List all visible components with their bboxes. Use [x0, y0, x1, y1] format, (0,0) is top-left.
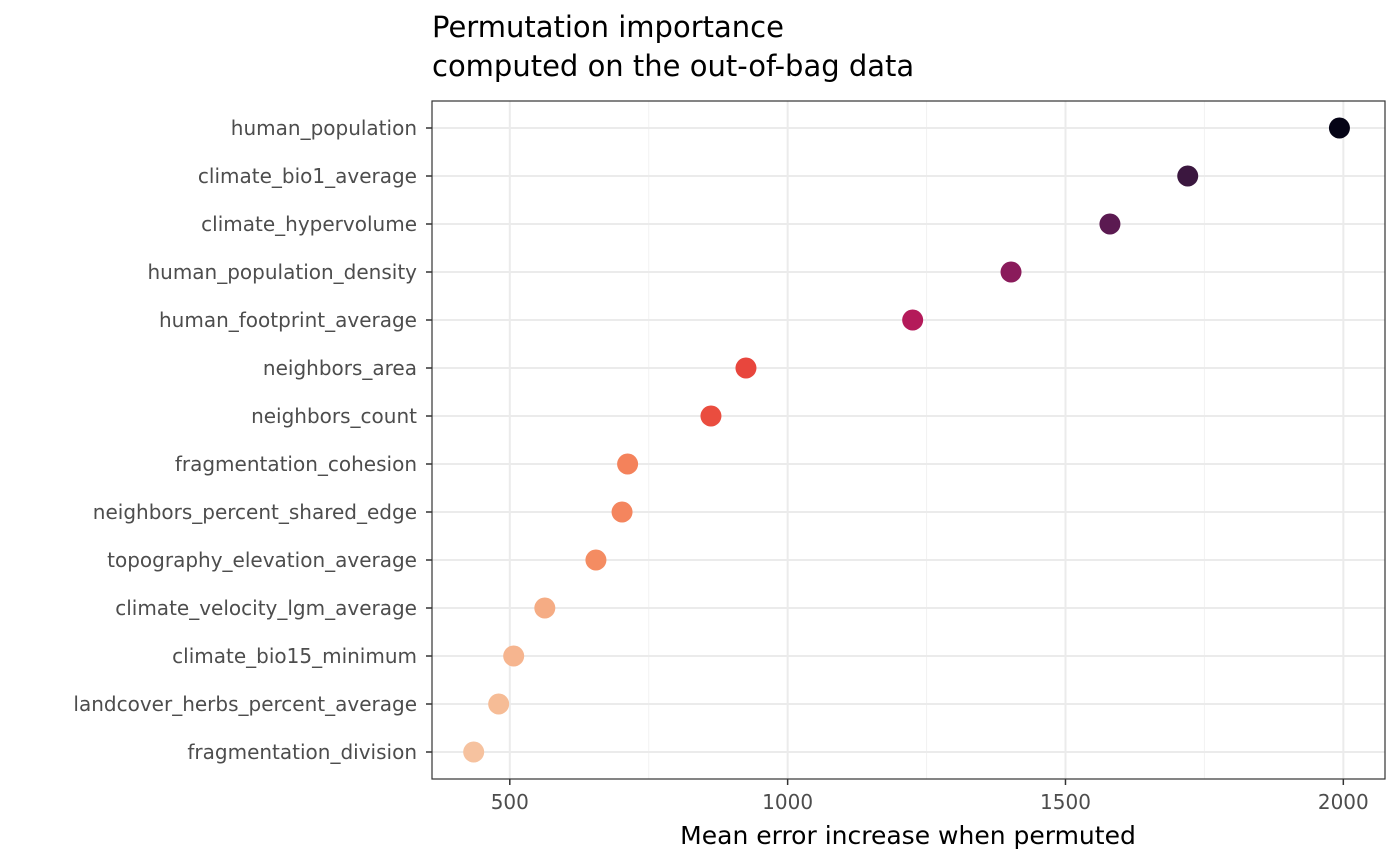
data-point [1099, 213, 1121, 235]
y-tick-label: climate_bio15_minimum [172, 644, 417, 668]
y-tick-label: fragmentation_cohesion [175, 452, 417, 476]
data-points [463, 117, 1350, 763]
data-point [585, 549, 607, 571]
data-point [534, 597, 556, 619]
y-tick-label: neighbors_percent_shared_edge [93, 500, 417, 524]
data-point [488, 693, 510, 715]
grid-lines [432, 101, 1385, 779]
y-tick-label: climate_velocity_lgm_average [115, 596, 417, 620]
data-point [735, 357, 757, 379]
y-tick-label: human_footprint_average [159, 308, 417, 332]
data-point [1328, 117, 1350, 139]
data-point [1000, 261, 1022, 283]
y-tick-label: neighbors_count [251, 404, 417, 428]
x-axis-title: Mean error increase when permuted [680, 821, 1136, 850]
data-point [700, 405, 722, 427]
plot-panel [432, 101, 1385, 779]
data-point [503, 645, 525, 667]
y-tick-label: fragmentation_division [187, 740, 417, 764]
data-point [617, 453, 639, 475]
y-tick-label: neighbors_area [263, 356, 417, 380]
plot-panel-border [431, 100, 1386, 780]
x-tick-label: 500 [491, 790, 529, 814]
chart-title-line-2: computed on the out-of-bag data [432, 49, 914, 83]
y-tick-label: human_population_density [147, 260, 417, 284]
data-point [611, 501, 633, 523]
y-tick-label: landcover_herbs_percent_average [73, 692, 417, 716]
x-tick-label: 2000 [1318, 790, 1369, 814]
x-tick-label: 1500 [1040, 790, 1091, 814]
y-tick-label: climate_bio1_average [198, 164, 417, 188]
chart-title-line-1: Permutation importance [432, 10, 784, 44]
y-tick-label: human_population [231, 116, 417, 140]
data-point [463, 741, 485, 763]
data-point [1177, 165, 1199, 187]
axes: human_population climate_bio1_averageclim… [73, 116, 1368, 814]
data-point [902, 309, 924, 331]
y-tick-label: climate_hypervolume [201, 212, 417, 236]
y-tick-label: topography_elevation_average [107, 548, 417, 572]
x-tick-label: 1000 [762, 790, 813, 814]
